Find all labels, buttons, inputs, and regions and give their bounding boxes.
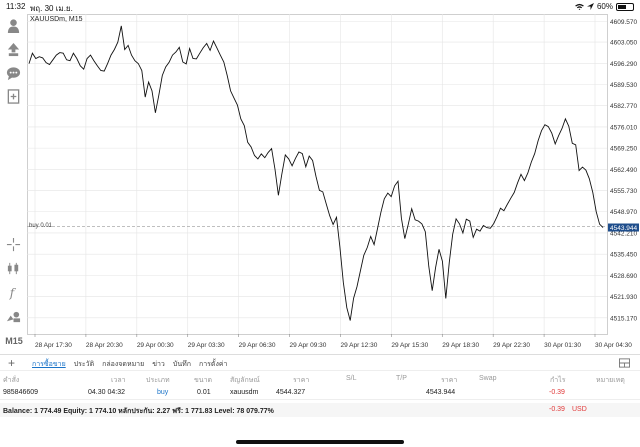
person-icon[interactable]	[4, 16, 23, 35]
battery-percent: 60%	[596, 2, 613, 11]
y-tick-label: 4569.250	[610, 146, 637, 153]
col-size: ขนาด	[194, 377, 213, 384]
chart-title: XAUUSDm, M15	[30, 16, 83, 23]
x-tick-label: 29 Apr 15:30	[391, 342, 428, 349]
current-price-tag	[608, 223, 639, 232]
x-tick-label: 30 Apr 01:30	[544, 342, 581, 349]
col-price: ราคา	[441, 377, 458, 384]
x-tick-label: 28 Apr 17:30	[35, 342, 72, 349]
price-line	[28, 25, 604, 321]
cell-profit: -0.39	[549, 389, 565, 396]
y-tick-label: 4548.970	[610, 209, 637, 216]
wifi-icon	[575, 3, 584, 10]
battery-icon	[616, 2, 634, 11]
add-icon[interactable]: +	[8, 356, 16, 370]
col-open-price: ราคา	[293, 377, 310, 384]
x-tick-label: 30 Apr 04:30	[595, 342, 632, 349]
tab-3[interactable]: ข่าว	[152, 361, 165, 368]
chat-icon[interactable]	[4, 64, 23, 83]
table-header: คำสั่ง เวลา ประเภท ขนาด สัญลักษณ์ ราคา S…	[0, 372, 640, 386]
col-swap: Swap	[479, 375, 497, 382]
status-bar: 11:32 พฤ. 30 เม.ย. 60%	[0, 0, 640, 14]
status-right: 60%	[575, 2, 634, 11]
x-tick-label: 29 Apr 06:30	[239, 342, 276, 349]
timeframe-label[interactable]: M15	[5, 336, 23, 346]
add-document-icon[interactable]	[4, 87, 23, 106]
cell-type: buy	[157, 389, 169, 396]
x-tick-label: 29 Apr 03:30	[188, 342, 225, 349]
crosshair-icon[interactable]	[4, 235, 23, 254]
tab-1[interactable]: ประวัติ	[73, 361, 95, 368]
objects-icon[interactable]	[4, 307, 23, 326]
balance-currency: USD	[572, 406, 587, 413]
svg-text:f: f	[9, 286, 17, 300]
battery-fill	[618, 4, 627, 9]
y-tick-label: 4535.450	[610, 252, 637, 259]
col-profit: กำไร	[550, 377, 566, 384]
y-tick-label: 4589.530	[610, 82, 637, 89]
left-toolbar: f M15	[0, 14, 27, 354]
x-tick-label: 29 Apr 12:30	[340, 342, 377, 349]
plot-border	[27, 14, 608, 335]
col-sl: S/L	[346, 375, 357, 382]
y-tick-label: 4542.210	[610, 230, 637, 237]
chart-canvas[interactable]: 4609.570 4603.050 4596.290 4589.530 4582.770…	[27, 14, 640, 354]
layout-icon[interactable]	[619, 358, 630, 368]
y-tick-label: 4576.010	[610, 124, 637, 131]
col-type: ประเภท	[146, 377, 170, 384]
upload-icon[interactable]	[4, 40, 23, 59]
function-icon[interactable]: f	[4, 283, 23, 302]
home-indicator[interactable]	[236, 440, 404, 444]
x-tick-label: 28 Apr 20:30	[86, 342, 123, 349]
col-note: หมายเหตุ	[596, 377, 625, 384]
x-tick-label: 29 Apr 09:30	[290, 342, 327, 349]
tab-0[interactable]: การซื้อขาย	[32, 361, 66, 368]
trade-table: คำสั่ง เวลา ประเภท ขนาด สัญลักษณ์ ราคา S…	[0, 372, 640, 400]
cell-size: 0.01	[197, 389, 211, 396]
col-order: คำสั่ง	[3, 377, 20, 384]
location-icon	[586, 3, 594, 10]
current-price-label: 4543.944	[610, 225, 637, 232]
y-tick-label: 4562.490	[610, 167, 637, 174]
cell-symbol: xauusdm	[230, 389, 259, 396]
cell-order: 985846609	[3, 389, 39, 396]
tabs: การซื้อขาย ประวัติ กล่องจดหมาย ข่าว บันทึก กา…	[32, 359, 227, 370]
x-tick-label: 29 Apr 18:30	[442, 342, 479, 349]
tab-5[interactable]: การตั้งค่า	[198, 361, 228, 368]
cell-time: 04.30 04:32	[88, 389, 125, 396]
status-time: 11:32	[6, 2, 26, 11]
y-tick-label: 4521.930	[610, 294, 637, 301]
candlestick-icon[interactable]	[4, 259, 23, 278]
col-symbol: สัญลักษณ์	[230, 377, 260, 384]
y-tick-label: 4596.290	[610, 61, 637, 68]
y-tick-label: 4528.690	[610, 273, 637, 280]
trade-line-label: buy 0.01	[29, 223, 53, 229]
cell-price: 4543.944	[426, 389, 456, 396]
y-tick-label: 4609.570	[610, 19, 637, 26]
bottom-tabs-bar: + การซื้อขาย ประวัติ กล่องจดหมาย ข่าว บันทึก…	[0, 354, 640, 371]
col-time: เวลา	[111, 377, 126, 384]
cell-open-price: 4544.327	[276, 389, 306, 396]
x-tick-label: 29 Apr 22:30	[493, 342, 530, 349]
x-tick-label: 29 Apr 00:30	[137, 342, 174, 349]
col-tp: T/P	[396, 375, 407, 382]
status-date: พฤ. 30 เม.ย.	[30, 4, 73, 13]
table-row[interactable]: 985846609 04.30 04:32 buy 0.01 xauusdm 4…	[0, 386, 640, 400]
y-tick-label: 4582.770	[610, 103, 637, 110]
balance-summary: Balance: 1 774.49 Equity: 1 774.10 หลักป…	[0, 403, 640, 417]
balance-profit: -0.39	[549, 406, 565, 413]
balance-text: Balance: 1 774.49 Equity: 1 774.10 หลักป…	[3, 408, 274, 415]
y-tick-label: 4515.170	[610, 315, 637, 322]
tab-2[interactable]: กล่องจดหมาย	[102, 361, 145, 368]
price-chart[interactable]: 4609.570 4603.050 4596.290 4589.530 4582.770…	[27, 14, 640, 354]
y-tick-label: 4603.050	[610, 40, 637, 47]
tab-4[interactable]: บันทึก	[172, 361, 191, 368]
y-tick-label: 4555.730	[610, 188, 637, 195]
